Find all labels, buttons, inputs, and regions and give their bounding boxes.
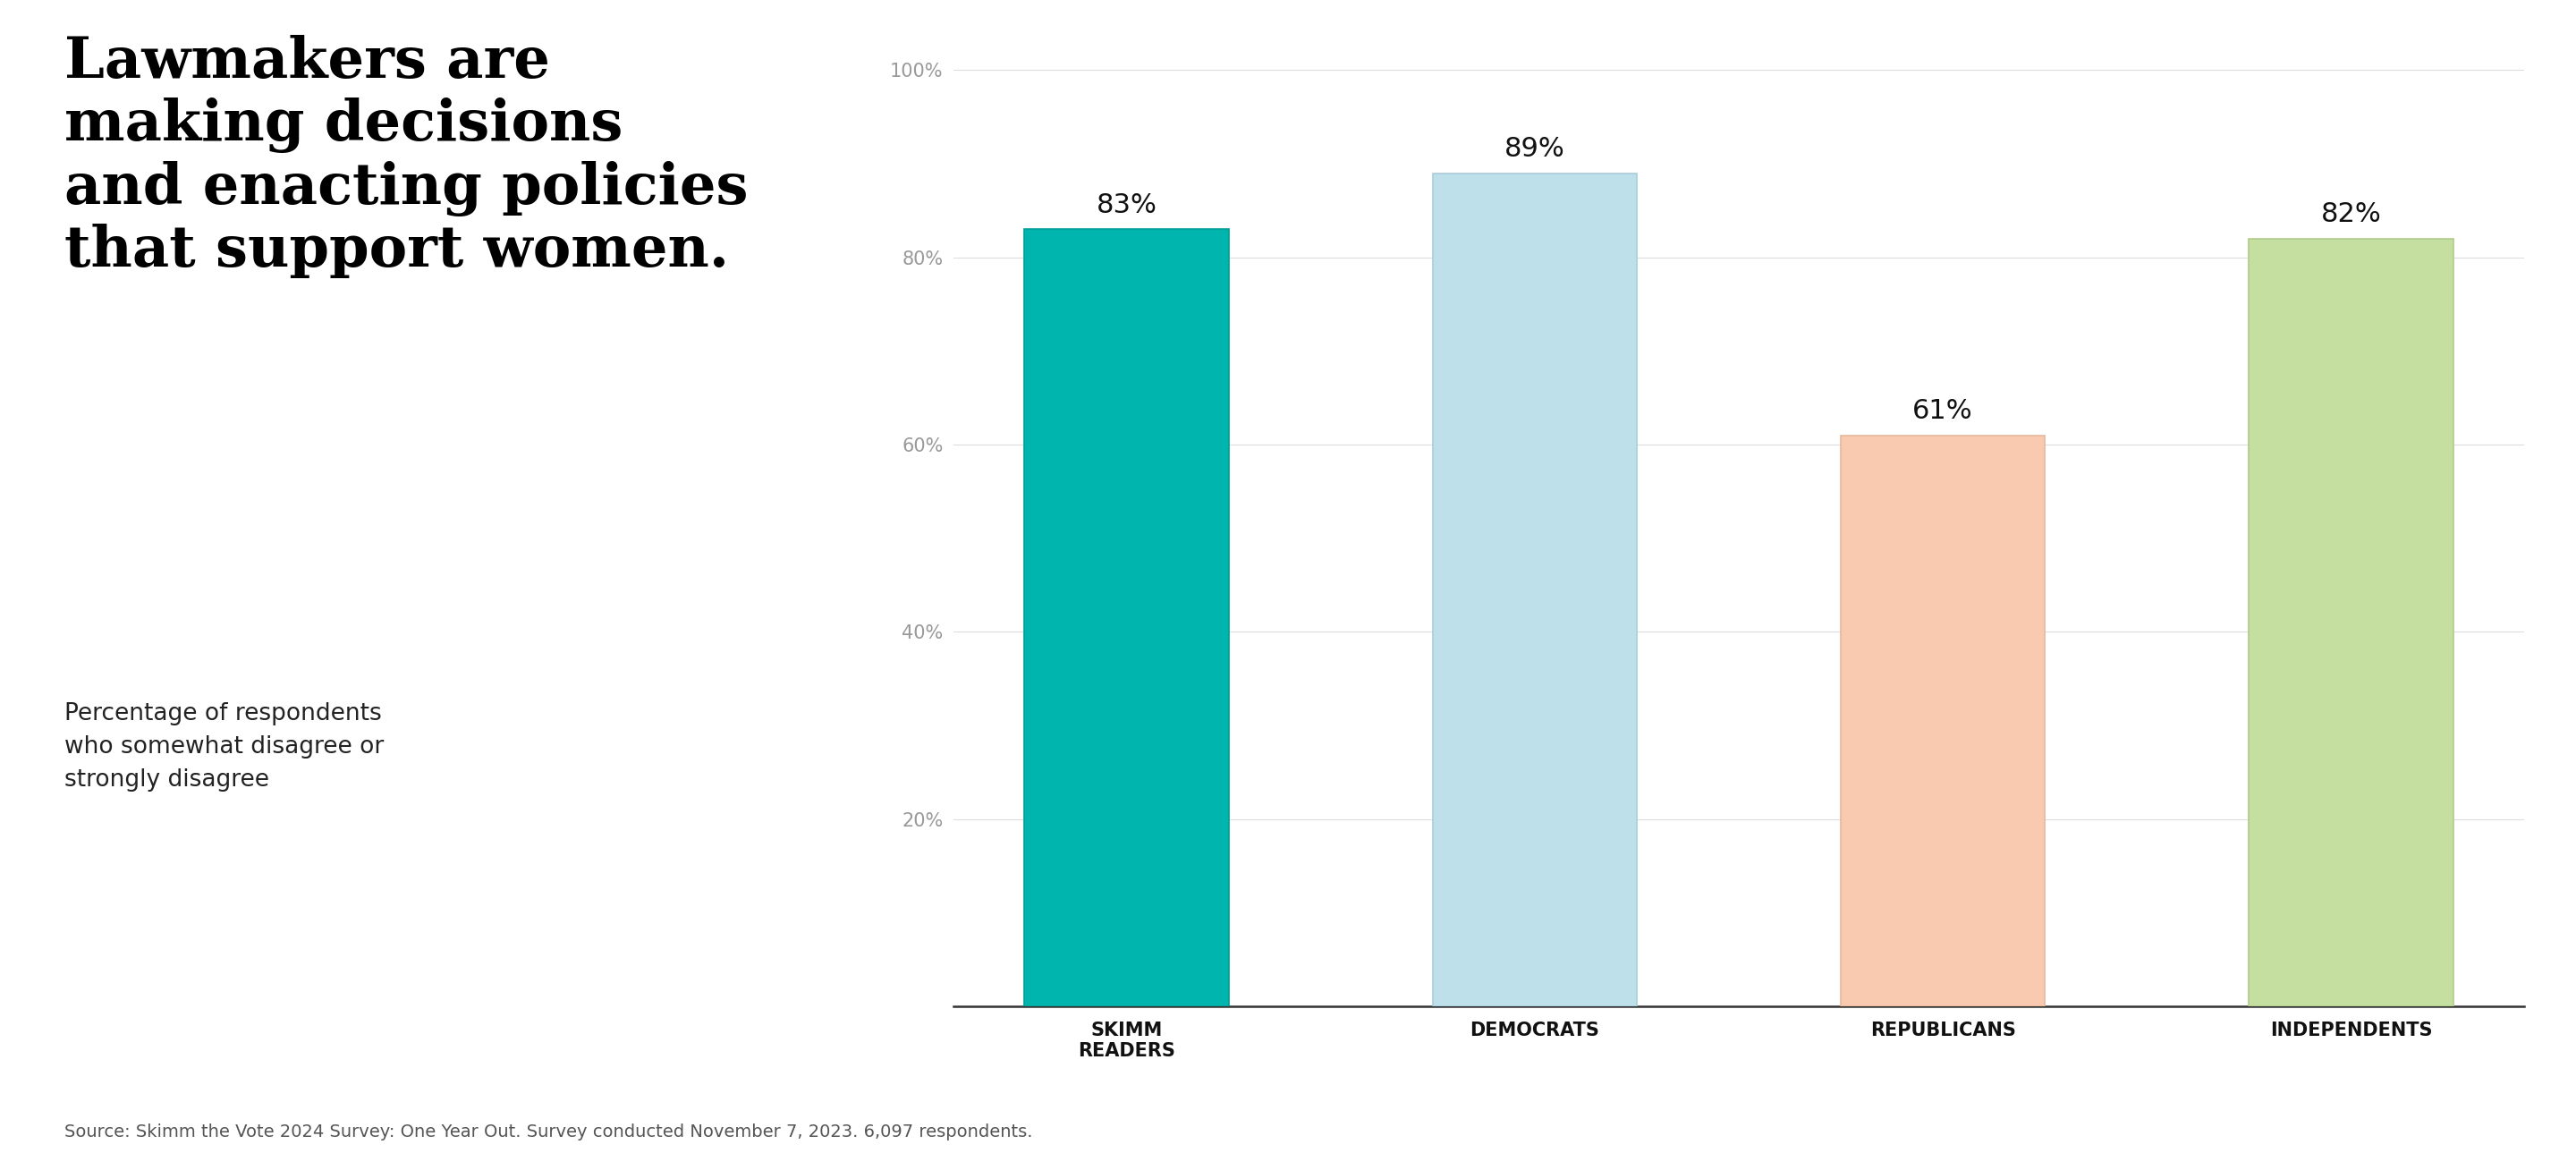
Text: 82%: 82% bbox=[2321, 201, 2380, 227]
Text: Lawmakers are
making decisions
and enacting policies
that support women.: Lawmakers are making decisions and enact… bbox=[64, 35, 747, 278]
Bar bbox=[1025, 229, 1229, 1006]
Bar bbox=[2249, 239, 2452, 1006]
Text: 89%: 89% bbox=[1504, 136, 1566, 161]
Text: 83%: 83% bbox=[1097, 192, 1157, 218]
Text: 61%: 61% bbox=[1911, 398, 1973, 424]
Text: Source: Skimm the Vote 2024 Survey: One Year Out. Survey conducted November 7, 2: Source: Skimm the Vote 2024 Survey: One … bbox=[64, 1123, 1033, 1141]
Bar bbox=[1432, 173, 1636, 1006]
Text: Percentage of respondents
who somewhat disagree or
strongly disagree: Percentage of respondents who somewhat d… bbox=[64, 702, 384, 791]
Bar bbox=[1842, 435, 2045, 1006]
